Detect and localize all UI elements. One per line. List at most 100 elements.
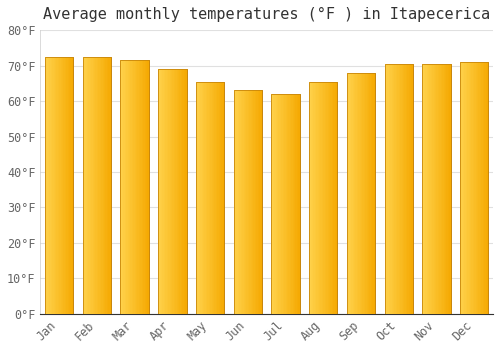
Bar [223, 82, 224, 314]
Bar [185, 69, 186, 314]
Bar [160, 69, 161, 314]
Bar [260, 90, 262, 314]
Bar [120, 60, 122, 314]
Bar [83, 57, 111, 314]
Bar [91, 57, 92, 314]
Bar [468, 62, 470, 314]
Bar [242, 90, 244, 314]
Bar [330, 82, 332, 314]
Bar [347, 73, 375, 314]
Bar [199, 82, 200, 314]
Bar [426, 64, 428, 314]
Bar [204, 82, 206, 314]
Bar [133, 60, 134, 314]
Bar [406, 64, 407, 314]
Bar [326, 82, 328, 314]
Bar [274, 94, 276, 314]
Bar [210, 82, 212, 314]
Bar [477, 62, 478, 314]
Bar [434, 64, 435, 314]
Bar [55, 57, 56, 314]
Bar [393, 64, 394, 314]
Bar [431, 64, 432, 314]
Bar [102, 57, 104, 314]
Bar [388, 64, 389, 314]
Bar [256, 90, 258, 314]
Bar [240, 90, 242, 314]
Bar [164, 69, 166, 314]
Bar [59, 57, 60, 314]
Bar [347, 73, 375, 314]
Bar [69, 57, 70, 314]
Bar [448, 64, 449, 314]
Bar [158, 69, 186, 314]
Bar [310, 82, 312, 314]
Bar [258, 90, 259, 314]
Bar [356, 73, 357, 314]
Bar [319, 82, 320, 314]
Bar [212, 82, 213, 314]
Bar [332, 82, 333, 314]
Bar [236, 90, 238, 314]
Bar [333, 82, 334, 314]
Bar [276, 94, 277, 314]
Bar [394, 64, 396, 314]
Bar [286, 94, 287, 314]
Bar [288, 94, 290, 314]
Bar [435, 64, 436, 314]
Bar [446, 64, 448, 314]
Bar [371, 73, 372, 314]
Bar [347, 73, 348, 314]
Bar [234, 90, 262, 314]
Bar [480, 62, 482, 314]
Bar [126, 60, 128, 314]
Bar [202, 82, 203, 314]
Bar [65, 57, 66, 314]
Bar [56, 57, 58, 314]
Bar [129, 60, 130, 314]
Bar [354, 73, 356, 314]
Bar [66, 57, 68, 314]
Bar [292, 94, 294, 314]
Bar [196, 82, 224, 314]
Bar [473, 62, 474, 314]
Bar [352, 73, 354, 314]
Bar [45, 57, 74, 314]
Bar [408, 64, 410, 314]
Bar [120, 60, 149, 314]
Bar [174, 69, 175, 314]
Bar [422, 64, 450, 314]
Bar [464, 62, 466, 314]
Bar [298, 94, 300, 314]
Bar [396, 64, 398, 314]
Bar [398, 64, 400, 314]
Bar [84, 57, 86, 314]
Bar [322, 82, 324, 314]
Bar [309, 82, 338, 314]
Bar [148, 60, 149, 314]
Bar [97, 57, 98, 314]
Bar [422, 64, 450, 314]
Bar [384, 64, 413, 314]
Bar [432, 64, 434, 314]
Bar [143, 60, 144, 314]
Bar [203, 82, 204, 314]
Bar [107, 57, 108, 314]
Bar [46, 57, 48, 314]
Bar [410, 64, 412, 314]
Bar [176, 69, 178, 314]
Bar [392, 64, 393, 314]
Bar [487, 62, 488, 314]
Bar [278, 94, 280, 314]
Bar [146, 60, 148, 314]
Bar [484, 62, 486, 314]
Bar [366, 73, 368, 314]
Bar [425, 64, 426, 314]
Bar [104, 57, 106, 314]
Bar [290, 94, 291, 314]
Bar [316, 82, 318, 314]
Bar [162, 69, 164, 314]
Bar [372, 73, 374, 314]
Bar [168, 69, 170, 314]
Bar [234, 90, 235, 314]
